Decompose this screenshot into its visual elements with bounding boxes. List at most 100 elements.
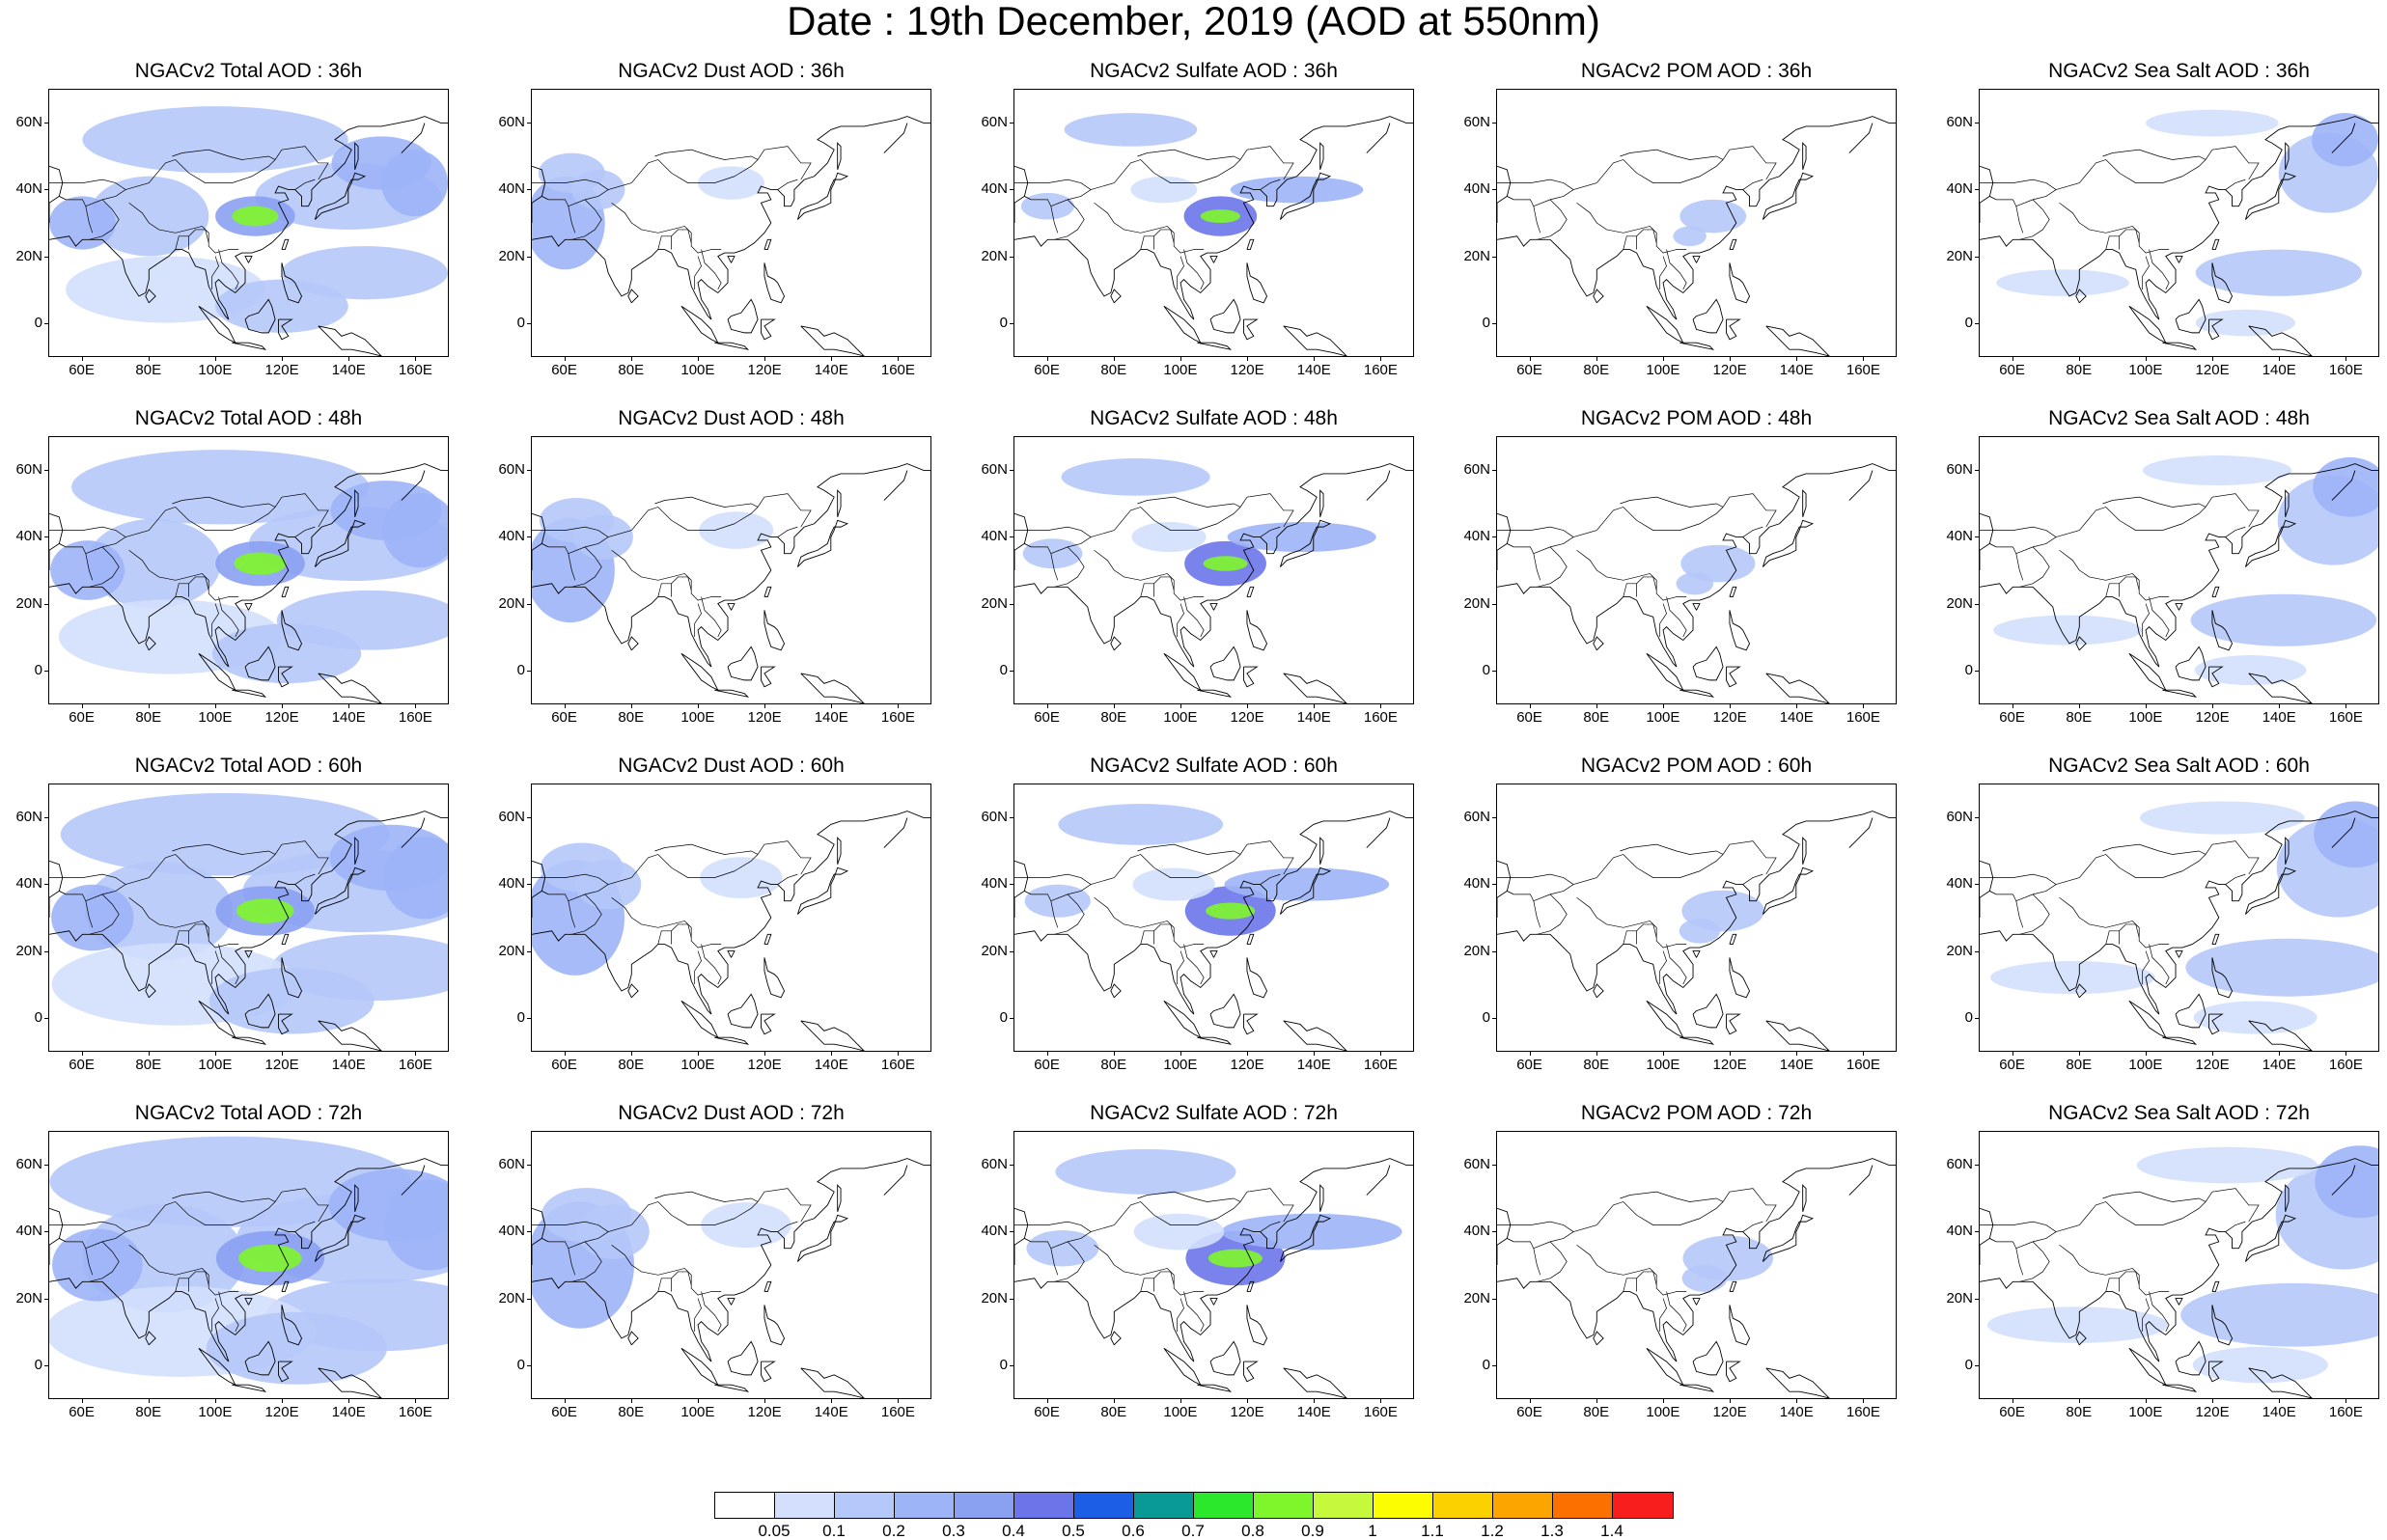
coastline [1163, 1347, 1202, 1387]
country-border [701, 944, 722, 985]
lon-tick [2212, 1052, 2214, 1056]
lon-tick [1596, 1052, 1597, 1056]
colorbar-swatch [715, 1493, 775, 1518]
lat-tick [1492, 950, 1496, 952]
coastline [49, 543, 60, 570]
map-plot-area [1496, 1131, 1897, 1399]
lon-tick [831, 357, 833, 361]
panel-title: NGACv2 Sulfate AOD : 36h [1090, 60, 1338, 82]
country-border [1031, 1241, 1059, 1276]
coastline [2208, 318, 2224, 341]
aod-region [1026, 1229, 1099, 1267]
coastline [2211, 610, 2234, 651]
lat-tick [1975, 189, 1979, 191]
aod-region [1132, 867, 1215, 901]
lon-tick [214, 1052, 216, 1056]
colorbar-label: 0.9 [1301, 1522, 1324, 1540]
country-border [218, 249, 239, 290]
lon-tick [282, 1399, 284, 1403]
colorbar-label: 1.1 [1421, 1522, 1444, 1540]
coastline [2331, 470, 2356, 501]
aod-region [384, 1179, 448, 1271]
coastline [281, 1280, 290, 1293]
lat-tick [44, 884, 48, 886]
colorbar-label: 1.2 [1481, 1522, 1504, 1540]
coastline [1014, 1238, 1025, 1265]
coastline [1848, 1165, 1874, 1196]
country-border [89, 199, 120, 240]
coastline [763, 1305, 786, 1346]
lon-tick [564, 1052, 566, 1056]
coastline [2211, 238, 2220, 251]
lon-tick [2279, 1052, 2281, 1056]
lat-tick-label: 20N [15, 247, 42, 264]
lon-tick [415, 704, 417, 708]
country-border [657, 583, 672, 597]
country-border [1980, 1221, 2057, 1232]
coastline [2248, 673, 2313, 703]
coastline [1848, 817, 1874, 848]
country-border [66, 546, 94, 581]
coastline [714, 1036, 750, 1045]
map-plot-area [48, 89, 449, 357]
aod-region [2142, 455, 2292, 486]
panel-title: NGACv2 Total AOD : 36h [134, 60, 363, 82]
coastline [401, 123, 426, 153]
lat-tick [527, 603, 531, 605]
country-border [568, 840, 812, 902]
country-border [85, 493, 329, 555]
coastline [1209, 603, 1218, 611]
coastline [2162, 342, 2198, 350]
lat-tick [1975, 950, 1979, 952]
coastline [145, 983, 156, 999]
map-panel-sulfate-60h: NGACv2 Sulfate AOD : 60h 60N 40N 20N 0 60E 80E… [965, 755, 1424, 1090]
lon-tick [81, 1399, 83, 1403]
colorbar-label: 0.5 [1062, 1522, 1085, 1540]
coastline [1848, 470, 1874, 501]
coastline [1497, 811, 1896, 1015]
country-border [548, 546, 576, 581]
coastline [1014, 116, 1413, 320]
map-panel-pom-36h: NGACv2 POM AOD : 36h 60N 40N 20N 0 60E 80E 100E… [1448, 60, 1906, 396]
country-border [172, 843, 276, 855]
coastline [1197, 342, 1233, 350]
coastline [314, 519, 367, 567]
lon-tick-label: 140E [1779, 709, 1814, 726]
coastline [281, 957, 303, 999]
lon-tick [415, 357, 417, 361]
country-border [571, 894, 602, 935]
coastline [2211, 1305, 2234, 1346]
lat-tick [1492, 816, 1496, 818]
lon-tick-label: 160E [398, 362, 432, 378]
coastline [1283, 673, 1347, 703]
aod-field [532, 463, 930, 703]
coastline [49, 463, 448, 668]
coastline [244, 256, 253, 263]
lon-tick-label: 100E [1646, 1057, 1680, 1073]
country-border [1636, 923, 1657, 938]
country-border [1177, 256, 1184, 289]
country-border [1153, 229, 1175, 243]
lat-tick [1492, 256, 1496, 258]
lat-tick-label: 20N [498, 247, 525, 264]
lat-tick-label: 40N [1946, 875, 1973, 893]
country-border [2119, 1271, 2140, 1285]
map-panel-sulfate-36h: NGACv2 Sulfate AOD : 36h 60N 40N 20N 0 60E 80E… [965, 60, 1424, 396]
coastline [1497, 1238, 1508, 1265]
country-border [1636, 576, 1657, 591]
coastline [1729, 238, 1737, 251]
country-border [1140, 1278, 1154, 1292]
country-border [2105, 1278, 2120, 1292]
lat-tick-label: 20N [1946, 1289, 1973, 1306]
aod-region [1673, 226, 1707, 247]
panel-title: NGACv2 Sea Salt AOD : 36h [2048, 60, 2310, 82]
lon-tick-label: 140E [2262, 362, 2296, 378]
country-border [548, 199, 576, 234]
lat-tick-label: 40N [15, 180, 42, 198]
lon-tick [1730, 704, 1732, 708]
coastline [281, 1305, 303, 1346]
lat-tick-label: 0 [34, 1357, 42, 1374]
lon-tick [1046, 357, 1048, 361]
lat-tick [1975, 1298, 1979, 1300]
lon-tick [1180, 1399, 1181, 1403]
